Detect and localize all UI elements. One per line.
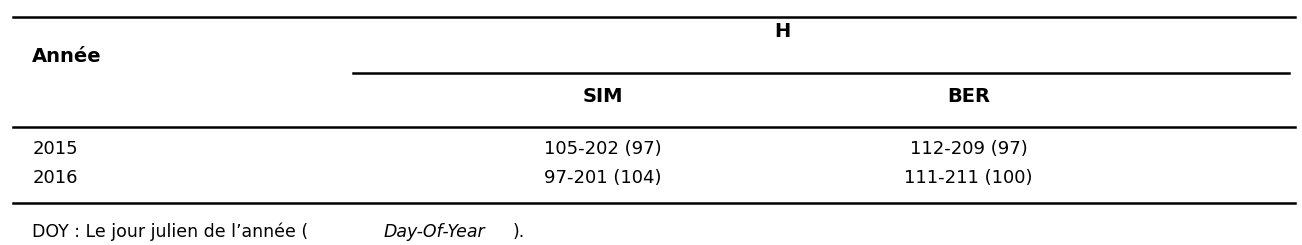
Text: H: H — [775, 22, 790, 41]
Text: 2015: 2015 — [33, 140, 78, 158]
Text: SIM: SIM — [583, 87, 624, 106]
Text: Day-Of-Year: Day-Of-Year — [383, 223, 484, 241]
Text: BER: BER — [947, 87, 990, 106]
Text: ).: ). — [513, 223, 525, 241]
Text: Année: Année — [33, 47, 102, 66]
Text: 111-211 (100): 111-211 (100) — [904, 169, 1032, 187]
Text: 112-209 (97): 112-209 (97) — [910, 140, 1027, 158]
Text: 105-202 (97): 105-202 (97) — [544, 140, 661, 158]
Text: DOY : Le jour julien de l’année (: DOY : Le jour julien de l’année ( — [33, 223, 309, 241]
Text: 2016: 2016 — [33, 169, 78, 187]
Text: 97-201 (104): 97-201 (104) — [544, 169, 661, 187]
